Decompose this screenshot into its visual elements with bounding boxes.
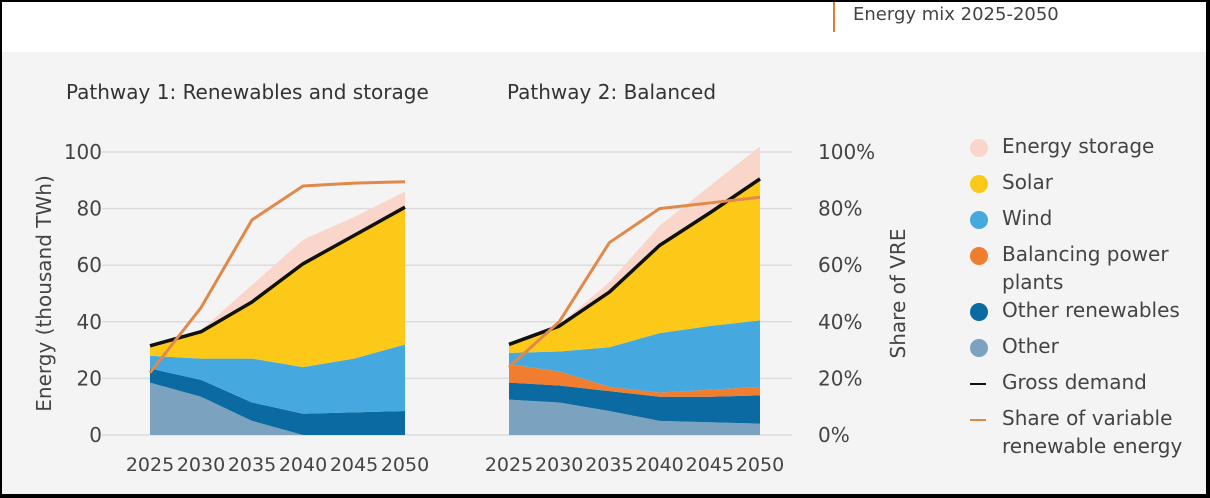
chart-title-pathway-1: Pathway 1: Renewables and storage xyxy=(66,80,429,104)
area-other-renewables xyxy=(509,382,760,424)
chart-title-pathway-2: Pathway 2: Balanced xyxy=(507,80,717,104)
legend-line-icon xyxy=(970,419,986,421)
legend-item: Solar xyxy=(970,168,1206,204)
legend-label: Energy storage xyxy=(1002,134,1155,158)
area-energy-storage xyxy=(150,191,405,348)
area-other-renewables xyxy=(150,368,405,435)
y2-tick-label: 60% xyxy=(818,253,862,277)
legend-item: Balancing power plants xyxy=(970,240,1206,296)
x-tick-label: 2050 xyxy=(736,454,784,476)
x-tick-label: 2035 xyxy=(228,454,276,476)
x-tick-label: 2025 xyxy=(126,454,174,476)
area-wind xyxy=(509,320,760,393)
legend-line-icon xyxy=(970,383,986,385)
x-tick-label: 2050 xyxy=(381,454,429,476)
chart-pathway-2: 2025 2030 2035 2040 2045 2050 xyxy=(485,146,784,476)
area-energy-storage xyxy=(509,146,760,345)
x-tick-label: 2030 xyxy=(535,454,583,476)
y2-tick-label: 20% xyxy=(818,366,862,390)
y2-tick-label: 40% xyxy=(818,310,862,334)
legend-label: Balancing power plants xyxy=(1002,242,1169,294)
area-solar xyxy=(509,180,760,353)
legend-label: Other renewables xyxy=(1002,298,1180,322)
legend-label: Solar xyxy=(1002,170,1053,194)
legend-dot-icon xyxy=(970,211,988,229)
x-tick-label: 2045 xyxy=(330,454,378,476)
legend-label: Gross demand xyxy=(1002,370,1147,394)
legend-dot-icon xyxy=(970,303,988,321)
legend-item: Other xyxy=(970,332,1206,368)
area-wind xyxy=(150,344,405,414)
area-solar xyxy=(150,207,405,368)
chart-panel: Pathway 1: Renewables and storage Pathwa… xyxy=(2,52,1206,494)
header-accent-bar xyxy=(833,2,835,32)
y-tick-label: 60 xyxy=(77,253,102,277)
y2-tick-label: 80% xyxy=(818,197,862,221)
legend-label: Wind xyxy=(1002,206,1053,230)
legend-item: Wind xyxy=(970,204,1206,240)
y-tick-label: 0 xyxy=(89,423,102,447)
area-balancing-power-plants xyxy=(509,364,760,397)
x-tick-label: 2025 xyxy=(485,454,533,476)
x-tick-label: 2045 xyxy=(686,454,734,476)
legend-item: Share of variable renewable energy xyxy=(970,404,1206,460)
legend: Energy storage Solar Wind Balancing power p… xyxy=(970,132,1206,460)
legend-label: Share of variable renewable energy xyxy=(1002,406,1183,458)
y-tick-label: 40 xyxy=(77,310,102,334)
area-other xyxy=(509,399,760,435)
y-tick-label: 100 xyxy=(64,140,102,164)
y-tick-label: 20 xyxy=(77,366,102,390)
header: Energy mix 2025-2050 xyxy=(2,2,1206,52)
y2-tick-label: 100% xyxy=(818,140,875,164)
x-tick-label: 2035 xyxy=(585,454,633,476)
line-vre-share xyxy=(507,195,761,369)
line-gross-demand xyxy=(149,205,406,348)
legend-dot-icon xyxy=(970,175,988,193)
line-vre-share xyxy=(148,180,406,374)
legend-item: Energy storage xyxy=(970,132,1206,168)
legend-dot-icon xyxy=(970,339,988,357)
header-title: Energy mix 2025-2050 xyxy=(853,4,1059,25)
y2-axis-label: Share of VRE xyxy=(886,229,910,359)
x-tick-label: 2030 xyxy=(177,454,225,476)
legend-label: Other xyxy=(1002,334,1059,358)
area-other xyxy=(150,382,405,435)
y2-tick-label: 0% xyxy=(818,423,850,447)
x-tick-label: 2040 xyxy=(635,454,683,476)
chart-pathway-1: 2025 2030 2035 2040 2045 2050 xyxy=(126,180,429,476)
legend-item: Other renewables xyxy=(970,296,1206,332)
legend-dot-icon xyxy=(970,247,988,265)
y-axis-label: Energy (thousand TWh) xyxy=(32,175,56,411)
y-tick-label: 80 xyxy=(77,197,102,221)
x-tick-label: 2040 xyxy=(279,454,327,476)
legend-dot-icon xyxy=(970,139,988,157)
legend-item: Gross demand xyxy=(970,368,1206,404)
